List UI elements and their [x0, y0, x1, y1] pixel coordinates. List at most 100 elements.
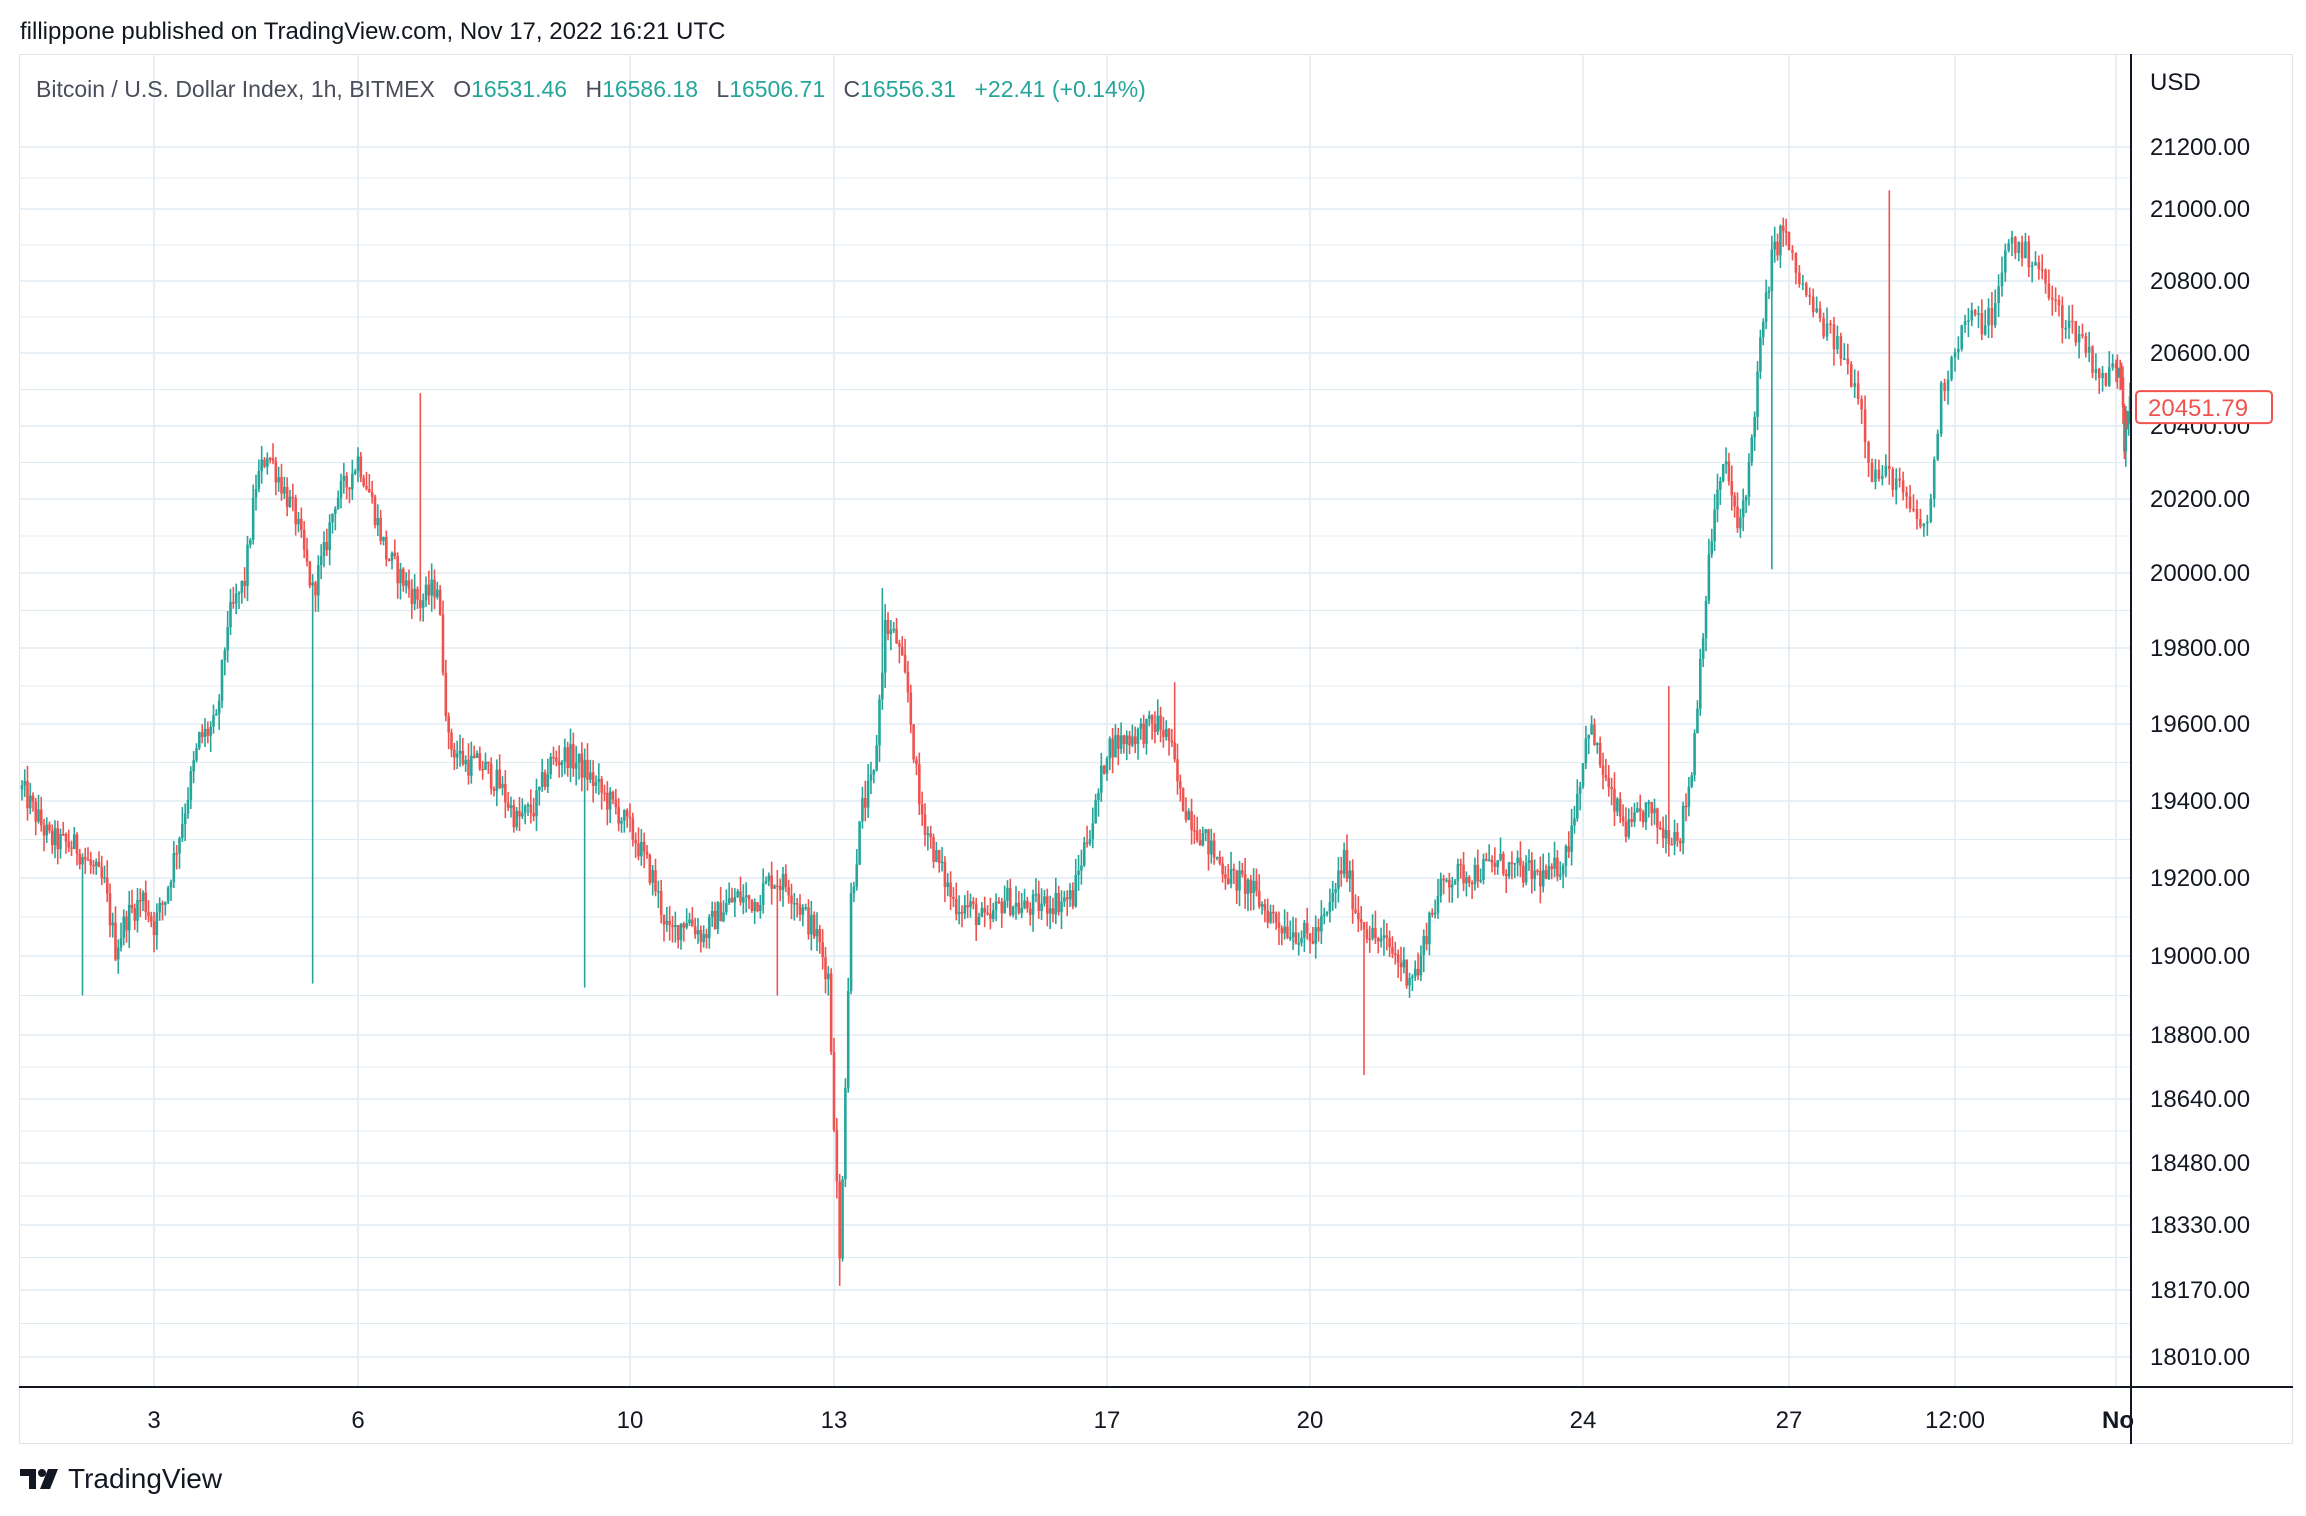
- candle-body: [1303, 922, 1306, 938]
- candle-body: [1905, 492, 1908, 497]
- candle-body: [2024, 241, 2027, 259]
- candle-body: [1616, 798, 1619, 812]
- candle-body: [1028, 908, 1032, 915]
- candle-body: [1428, 912, 1431, 945]
- candle-body: [144, 892, 148, 913]
- footer-brand[interactable]: TradingView: [20, 1463, 222, 1495]
- candle-body: [521, 812, 524, 817]
- candle-body: [1348, 870, 1352, 879]
- candle-body: [1753, 416, 1756, 438]
- candle-body: [1043, 896, 1046, 904]
- candle-body: [1699, 658, 1702, 709]
- candle-body: [1701, 638, 1705, 659]
- candle-body: [1215, 856, 1219, 859]
- candle-body: [1596, 742, 1599, 746]
- candle-body: [254, 488, 258, 498]
- candle-body: [512, 805, 516, 828]
- candle-body: [1874, 469, 1877, 482]
- candle-body: [498, 769, 501, 788]
- candle-body: [266, 458, 269, 467]
- candle-body: [215, 713, 218, 716]
- candle-body: [1787, 232, 1791, 251]
- candle-body: [946, 882, 950, 888]
- candle-body: [92, 864, 95, 867]
- x-tick-label: 3: [147, 1407, 160, 1434]
- candle-body: [1034, 893, 1038, 896]
- candle-body: [657, 891, 660, 893]
- candle-body: [37, 809, 40, 822]
- candle-body: [821, 942, 824, 958]
- candle-body: [249, 540, 252, 545]
- candle-body: [1687, 786, 1691, 807]
- candle-body: [1074, 874, 1078, 907]
- candle-body: [103, 877, 106, 879]
- x-tick-label: 17: [1094, 1407, 1121, 1434]
- candle-body: [1983, 325, 1987, 335]
- candle-body: [1877, 469, 1881, 479]
- candle-body: [569, 744, 572, 769]
- candle-body: [1391, 947, 1394, 954]
- candle-body: [288, 496, 292, 508]
- y-tick-label: 20800.00: [2150, 268, 2250, 295]
- candle-body: [1314, 927, 1317, 944]
- candle-body: [1297, 943, 1301, 945]
- candle-body: [1801, 283, 1805, 285]
- candle-body: [1524, 862, 1528, 883]
- candle-body: [963, 905, 967, 914]
- candle-body: [1430, 912, 1434, 915]
- candle-body: [858, 821, 861, 865]
- candle-body: [1887, 465, 1891, 470]
- candle-body: [390, 552, 394, 561]
- candle-body: [447, 716, 450, 733]
- candle-body: [39, 809, 43, 826]
- candle-body: [1653, 808, 1656, 814]
- candle-body: [305, 549, 309, 562]
- candle-body: [778, 886, 782, 891]
- candle-body: [336, 497, 340, 509]
- candle-body: [481, 769, 484, 771]
- candle-body: [158, 902, 161, 913]
- candle-body: [1750, 437, 1754, 463]
- candle-body: [1260, 904, 1264, 907]
- candle-body: [977, 916, 981, 926]
- candle-body: [2054, 299, 2057, 302]
- tradingview-logo-icon: [20, 1469, 58, 1489]
- candle-body: [331, 513, 334, 523]
- candle-body: [119, 937, 123, 948]
- candle-body: [1604, 775, 1608, 778]
- candle-body: [1193, 830, 1196, 832]
- candle-body: [1633, 812, 1636, 823]
- candle-body: [812, 914, 816, 937]
- candle-body: [1255, 880, 1258, 891]
- candle-body: [1973, 310, 1977, 315]
- candle-body: [1283, 926, 1286, 934]
- candle-body: [334, 508, 337, 514]
- candle-body: [20, 785, 24, 790]
- candle-body: [1153, 723, 1157, 732]
- candle-body: [1516, 857, 1519, 864]
- candle-body: [1419, 954, 1423, 976]
- candle-body: [1014, 902, 1018, 907]
- candle-body: [404, 580, 408, 586]
- candle-body: [2067, 320, 2071, 328]
- candle-body: [2050, 297, 2054, 300]
- candle-body: [640, 841, 643, 857]
- candle-body: [302, 529, 306, 550]
- candle-body: [427, 584, 431, 596]
- candle-body: [1485, 858, 1488, 861]
- candle-body: [810, 914, 813, 935]
- candle-body: [419, 599, 422, 608]
- candle-body: [475, 753, 479, 758]
- candle-body: [1513, 863, 1517, 865]
- candle-body: [807, 907, 810, 935]
- candle-body: [611, 791, 615, 800]
- candle-body: [56, 828, 60, 850]
- candle-body: [915, 759, 918, 765]
- candle-body: [815, 929, 819, 937]
- candle-body: [838, 1181, 841, 1259]
- candle-body: [1716, 489, 1719, 510]
- candle-body: [1581, 763, 1585, 787]
- candle-body: [2087, 346, 2091, 353]
- candle-body: [376, 517, 380, 526]
